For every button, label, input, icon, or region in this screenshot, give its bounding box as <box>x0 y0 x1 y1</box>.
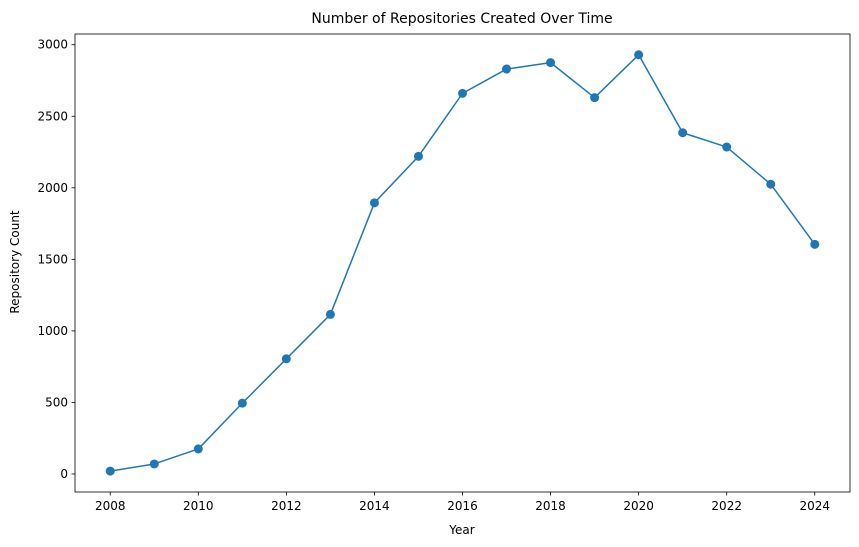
x-tick-label: 2012 <box>271 499 302 513</box>
data-point-2021 <box>678 128 688 138</box>
data-point-2015 <box>413 151 423 161</box>
x-tick-label: 2022 <box>711 499 742 513</box>
x-tick-label: 2016 <box>447 499 478 513</box>
y-tick-label: 2000 <box>37 181 68 195</box>
data-point-2009 <box>149 459 159 469</box>
data-point-2023 <box>766 179 776 189</box>
y-tick-label: 1000 <box>37 324 68 338</box>
data-point-2010 <box>193 444 203 454</box>
series-line <box>110 54 816 472</box>
x-tick-label: 2010 <box>183 499 214 513</box>
x-axis-label: Year <box>448 523 474 537</box>
data-point-2017 <box>502 64 512 74</box>
data-point-2013 <box>325 309 335 319</box>
y-tick-label: 3000 <box>37 38 68 52</box>
data-point-2024 <box>810 239 820 249</box>
plot-frame <box>74 33 851 493</box>
data-point-2014 <box>369 198 379 208</box>
data-point-2022 <box>722 142 732 152</box>
data-point-2016 <box>458 88 467 98</box>
x-tick-label: 2020 <box>623 499 654 513</box>
x-tick-label: 2024 <box>799 499 830 513</box>
data-point-2008 <box>105 466 115 476</box>
data-point-2020 <box>634 50 644 60</box>
x-tick-label: 2014 <box>359 499 390 513</box>
y-tick-label: 1500 <box>37 252 68 266</box>
plot-area: 2008 2010 2012 2014 2016 2018 2020 2022 2024 0 500… <box>37 33 851 513</box>
data-point-2011 <box>237 398 247 408</box>
data-point-2019 <box>590 93 600 103</box>
data-point-2018 <box>546 58 556 68</box>
data-point-2012 <box>281 354 291 364</box>
y-axis-label: Repository Count <box>8 210 22 314</box>
x-tick-label: 2018 <box>535 499 566 513</box>
y-tick-label: 500 <box>45 395 68 409</box>
y-tick-label: 0 <box>60 467 68 481</box>
x-tick-label: 2008 <box>95 499 126 513</box>
y-tick-label: 2500 <box>37 109 68 123</box>
chart-title: Number of Repositories Created Over Time <box>311 11 612 27</box>
